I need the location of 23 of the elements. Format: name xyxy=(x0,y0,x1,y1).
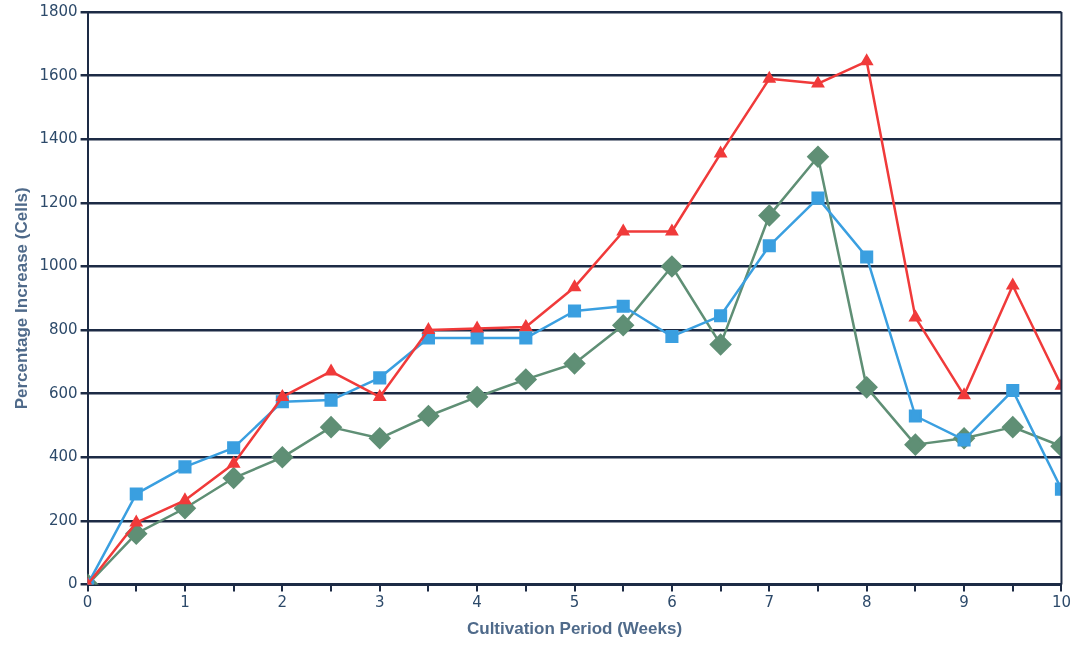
y-axis-title: Percentage Increase (Cells) xyxy=(11,187,31,410)
x-tick-label: 1 xyxy=(180,593,190,612)
x-tick-label: 10 xyxy=(1051,593,1071,612)
x-tick-label: 8 xyxy=(861,593,872,612)
x-tick-label: 3 xyxy=(374,593,385,612)
y-tick-label: 1000 xyxy=(39,256,78,275)
y-tick-label: 1400 xyxy=(39,129,78,148)
x-tick-label: 0 xyxy=(82,593,93,612)
y-tick-label: 1200 xyxy=(39,192,78,211)
x-axis-title: Cultivation Period (Weeks) xyxy=(466,619,683,639)
y-tick-label: 1800 xyxy=(39,1,78,20)
y-tick-label: 400 xyxy=(48,447,78,466)
x-tick-label: 2 xyxy=(277,593,288,612)
y-tick-label: 600 xyxy=(48,383,78,402)
y-tick-label: 200 xyxy=(48,510,78,529)
y-tick-label: 0 xyxy=(68,574,78,593)
x-tick-label: 4 xyxy=(472,593,482,612)
y-tick-label: 800 xyxy=(48,320,78,338)
x-tick-label: 7 xyxy=(764,593,775,612)
y-tick-label: 1600 xyxy=(39,65,78,84)
x-tick-label: 6 xyxy=(667,593,677,612)
x-tick-label: 9 xyxy=(959,593,969,612)
x-tick-label: 5 xyxy=(569,593,580,612)
